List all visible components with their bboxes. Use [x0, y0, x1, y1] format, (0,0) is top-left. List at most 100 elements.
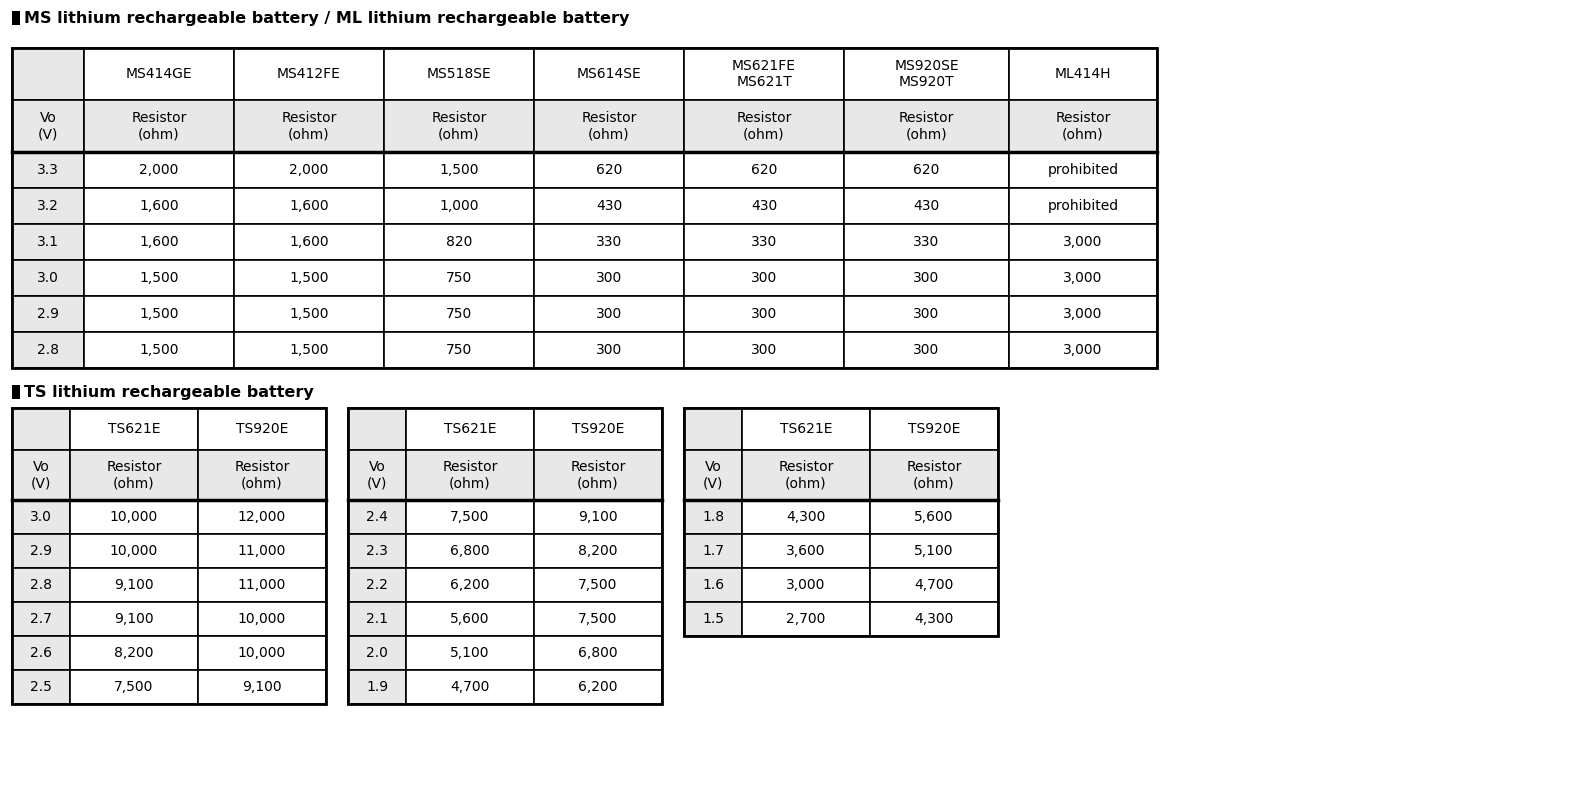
- Text: Resistor
(ohm): Resistor (ohm): [1055, 111, 1110, 141]
- Bar: [534, 188, 684, 224]
- Text: Resistor
(ohm): Resistor (ohm): [107, 460, 162, 490]
- Text: 300: 300: [595, 307, 622, 321]
- Bar: [348, 500, 406, 534]
- Bar: [13, 100, 83, 152]
- Bar: [742, 450, 869, 500]
- Bar: [13, 48, 1158, 368]
- Text: 1.8: 1.8: [702, 510, 725, 524]
- Text: 4,300: 4,300: [915, 612, 954, 626]
- Text: TS621E: TS621E: [444, 422, 496, 436]
- Bar: [198, 670, 326, 704]
- Text: 9,100: 9,100: [113, 578, 154, 592]
- Bar: [869, 450, 999, 500]
- Text: Resistor
(ohm): Resistor (ohm): [432, 111, 487, 141]
- Bar: [13, 296, 83, 332]
- Bar: [844, 260, 1010, 296]
- Text: 3,000: 3,000: [786, 578, 825, 592]
- Text: Vo
(V): Vo (V): [32, 460, 50, 490]
- Text: 12,000: 12,000: [238, 510, 287, 524]
- Text: 2,000: 2,000: [139, 163, 178, 177]
- Bar: [13, 568, 69, 602]
- Text: 4,300: 4,300: [786, 510, 825, 524]
- Text: Vo
(V): Vo (V): [367, 460, 387, 490]
- Text: Resistor
(ohm): Resistor (ohm): [443, 460, 498, 490]
- Bar: [1010, 224, 1158, 260]
- Bar: [684, 48, 844, 100]
- Bar: [1010, 260, 1158, 296]
- Text: 1,500: 1,500: [290, 307, 329, 321]
- Bar: [534, 500, 662, 534]
- Text: 11,000: 11,000: [238, 544, 287, 558]
- Text: 3.3: 3.3: [38, 163, 58, 177]
- Bar: [534, 670, 662, 704]
- Text: 2.7: 2.7: [30, 612, 52, 626]
- Bar: [13, 260, 83, 296]
- Bar: [198, 534, 326, 568]
- Text: 330: 330: [595, 235, 622, 249]
- Bar: [13, 636, 69, 670]
- Bar: [235, 260, 384, 296]
- Text: 2.3: 2.3: [365, 544, 387, 558]
- Bar: [83, 188, 235, 224]
- Bar: [742, 568, 869, 602]
- Text: 5,600: 5,600: [913, 510, 954, 524]
- Bar: [69, 568, 198, 602]
- Bar: [235, 152, 384, 188]
- Text: Resistor
(ohm): Resistor (ohm): [737, 111, 792, 141]
- Text: 820: 820: [446, 235, 472, 249]
- Bar: [83, 296, 235, 332]
- Bar: [384, 152, 534, 188]
- Bar: [384, 296, 534, 332]
- Bar: [1010, 100, 1158, 152]
- Text: 1,500: 1,500: [139, 343, 178, 357]
- Bar: [83, 100, 235, 152]
- Text: 1,600: 1,600: [139, 199, 180, 213]
- Bar: [534, 100, 684, 152]
- Bar: [13, 670, 69, 704]
- Bar: [684, 152, 844, 188]
- Bar: [348, 408, 662, 704]
- Text: 2.2: 2.2: [365, 578, 387, 592]
- Bar: [13, 11, 20, 25]
- Bar: [13, 48, 83, 100]
- Text: 3,600: 3,600: [786, 544, 825, 558]
- Text: 5,100: 5,100: [450, 646, 490, 660]
- Text: 1.5: 1.5: [702, 612, 725, 626]
- Text: 2.9: 2.9: [30, 544, 52, 558]
- Text: 430: 430: [913, 199, 940, 213]
- Bar: [406, 408, 534, 450]
- Bar: [384, 48, 534, 100]
- Text: 6,200: 6,200: [578, 680, 617, 694]
- Bar: [684, 602, 742, 636]
- Bar: [534, 260, 684, 296]
- Bar: [684, 450, 742, 500]
- Text: 7,500: 7,500: [578, 578, 617, 592]
- Bar: [534, 48, 684, 100]
- Bar: [684, 188, 844, 224]
- Bar: [684, 534, 742, 568]
- Text: TS lithium rechargeable battery: TS lithium rechargeable battery: [24, 385, 313, 400]
- Text: 2.0: 2.0: [365, 646, 387, 660]
- Bar: [1010, 296, 1158, 332]
- Text: 620: 620: [751, 163, 776, 177]
- Text: 1,000: 1,000: [439, 199, 479, 213]
- Bar: [69, 500, 198, 534]
- Text: Resistor
(ohm): Resistor (ohm): [778, 460, 833, 490]
- Bar: [384, 100, 534, 152]
- Text: 300: 300: [751, 271, 776, 285]
- Bar: [384, 332, 534, 368]
- Text: 2.9: 2.9: [36, 307, 58, 321]
- Text: 1,500: 1,500: [290, 271, 329, 285]
- Text: Resistor
(ohm): Resistor (ohm): [581, 111, 636, 141]
- Text: Resistor
(ohm): Resistor (ohm): [899, 111, 954, 141]
- Bar: [534, 602, 662, 636]
- Text: 11,000: 11,000: [238, 578, 287, 592]
- Text: 3,000: 3,000: [1063, 271, 1102, 285]
- Bar: [406, 636, 534, 670]
- Bar: [83, 48, 235, 100]
- Bar: [406, 602, 534, 636]
- Text: 750: 750: [446, 343, 472, 357]
- Bar: [742, 534, 869, 568]
- Text: MS414GE: MS414GE: [126, 67, 192, 81]
- Bar: [684, 296, 844, 332]
